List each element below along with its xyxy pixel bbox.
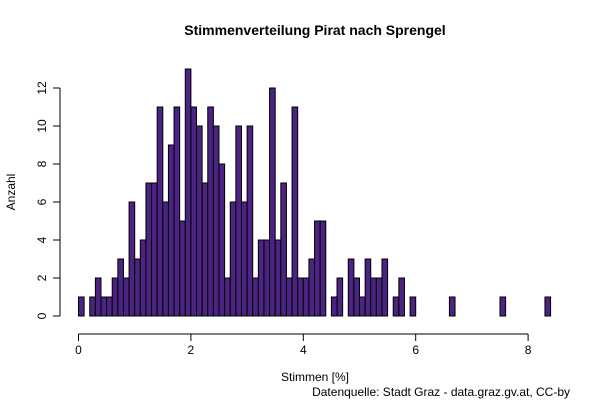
- histogram-bar: [297, 277, 304, 317]
- histogram-bar: [347, 258, 355, 317]
- y-tick-label: 4: [35, 236, 49, 243]
- chart-title: Stimmenverteilung Pirat nach Sprengel: [184, 22, 445, 38]
- histogram-bar: [106, 296, 113, 317]
- histogram-bar: [117, 258, 124, 317]
- histogram-bar: [370, 277, 377, 317]
- x-tick-label: 0: [75, 343, 82, 357]
- histogram-bar: [78, 296, 85, 317]
- histogram-bar: [544, 296, 552, 317]
- histogram-bar: [252, 277, 259, 317]
- histogram-bar: [89, 296, 96, 317]
- histogram-bar: [353, 277, 361, 317]
- histogram-bar: [263, 239, 271, 317]
- histogram-bar: [122, 277, 130, 317]
- histogram-bar: [224, 277, 231, 317]
- x-axis: 0 2 4 6 8: [75, 333, 532, 357]
- histogram-bar: [184, 68, 192, 317]
- histogram-bar: [167, 144, 175, 317]
- histogram-bar: [359, 296, 366, 317]
- histogram-bar: [291, 106, 299, 317]
- histogram-bar: [409, 296, 417, 317]
- y-tick-label: 2: [35, 274, 49, 281]
- histogram-bar: [257, 239, 265, 317]
- histogram-bar: [381, 258, 389, 317]
- histogram-bar: [392, 296, 400, 317]
- histogram-bar: [190, 106, 198, 317]
- histogram-bar: [285, 277, 293, 317]
- histogram-bar: [179, 220, 186, 317]
- histogram-bar: [94, 277, 102, 317]
- x-tick-label: 8: [525, 343, 532, 357]
- histogram-bar: [229, 201, 237, 317]
- y-tick-label: 6: [35, 198, 49, 205]
- histogram-bar: [173, 106, 181, 317]
- x-axis-label: Stimmen [%]: [281, 370, 349, 384]
- histogram-bar: [134, 258, 141, 317]
- histogram-bar: [319, 220, 327, 317]
- histogram-bar: [330, 296, 338, 317]
- histogram-bar: [302, 277, 310, 317]
- x-tick-label: 4: [300, 343, 307, 357]
- histogram-bar: [139, 239, 147, 317]
- histogram-bar: [280, 182, 287, 317]
- histogram-bar: [336, 277, 344, 317]
- y-tick-label: 12: [35, 81, 49, 95]
- histogram-bar: [308, 258, 316, 317]
- histogram-bar: [240, 201, 248, 317]
- histogram-bar: [314, 220, 321, 317]
- histogram-bar: [207, 106, 214, 317]
- histogram-bar: [196, 125, 203, 317]
- data-source-note: Datenquelle: Stadt Graz - data.graz.gv.a…: [312, 385, 570, 399]
- histogram-bar: [111, 277, 119, 317]
- histogram-bar: [212, 125, 220, 317]
- histogram-bar: [218, 163, 226, 317]
- y-tick-label: 0: [35, 312, 49, 319]
- histogram-bar: [235, 125, 242, 317]
- y-axis: 0 2 4 6 8 10 12: [35, 81, 61, 319]
- x-tick-label: 2: [188, 343, 195, 357]
- histogram-bar: [145, 182, 153, 317]
- histogram-bar: [364, 258, 372, 317]
- histogram-bar: [499, 296, 507, 317]
- histogram-bar: [201, 182, 209, 317]
- y-tick-label: 8: [35, 160, 49, 167]
- histogram-bar: [162, 201, 169, 317]
- histogram-bar: [375, 277, 383, 317]
- x-tick-label: 6: [412, 343, 419, 357]
- histogram-bar: [156, 106, 164, 317]
- bars: [78, 68, 552, 317]
- histogram-bar: [269, 87, 276, 317]
- histogram-bar: [448, 296, 456, 317]
- histogram-bar: [128, 201, 136, 317]
- histogram-bar: [246, 125, 254, 317]
- histogram-bar: [398, 277, 405, 317]
- y-axis-label: Anzahl: [4, 174, 18, 211]
- histogram-bar: [274, 239, 282, 317]
- histogram-bar: [151, 182, 158, 317]
- y-tick-label: 10: [35, 119, 49, 133]
- histogram-bar: [100, 296, 108, 317]
